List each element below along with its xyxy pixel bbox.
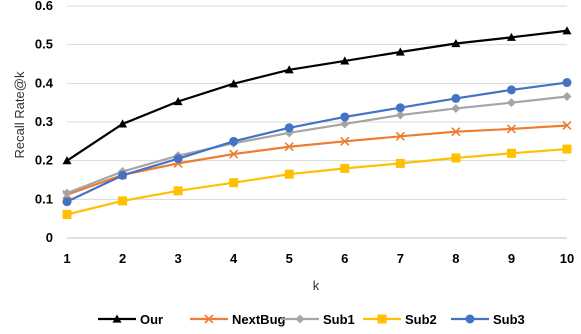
y-axis-title: Recall Rate@k: [12, 71, 27, 158]
data-point: [506, 124, 517, 134]
x-tick-label: 10: [560, 251, 574, 266]
series-line: [66, 29, 568, 162]
x-tick-label: 7: [397, 251, 404, 266]
data-point: [562, 78, 572, 88]
data-point: [62, 209, 72, 219]
x-tick-label: 9: [508, 251, 515, 266]
data-point: [340, 136, 350, 146]
data-point: [562, 120, 572, 131]
y-tick-label: 0.4: [35, 75, 54, 90]
legend: Our NextBug Sub1 Sub2 Sub3: [98, 312, 525, 327]
data-point: [229, 79, 239, 88]
x-tick-label: 4: [230, 251, 238, 266]
series-line: [66, 147, 568, 216]
data-point: [506, 85, 516, 95]
series-line: [66, 95, 568, 195]
data-point: [465, 314, 475, 324]
y-tick-labels: 0 0.1 0.2 0.3 0.4 0.5 0.6: [35, 0, 54, 245]
data-point: [451, 153, 461, 163]
legend-label: Our: [140, 312, 163, 327]
series-sub3: [62, 78, 572, 207]
data-point: [395, 103, 405, 113]
data-point: [118, 119, 128, 128]
data-point: [395, 131, 405, 141]
series-group: [62, 26, 572, 219]
data-point: [173, 154, 183, 164]
data-point: [229, 149, 239, 159]
data-point: [340, 119, 350, 129]
data-point: [204, 314, 214, 324]
data-point: [506, 32, 516, 41]
series-line: [66, 124, 568, 196]
data-point: [451, 103, 461, 113]
y-tick-label: 0.6: [35, 0, 53, 13]
data-point: [118, 170, 128, 180]
x-tick-label: 6: [341, 251, 348, 266]
legend-item-nextbug: NextBug: [190, 312, 286, 327]
legend-item-sub2: Sub2: [363, 312, 437, 327]
x-tick-label: 2: [119, 251, 126, 266]
data-point: [451, 93, 461, 103]
x-axis-title: k: [313, 278, 320, 293]
x-tick-label: 1: [63, 251, 70, 266]
data-point: [395, 158, 405, 168]
data-point: [506, 98, 516, 108]
data-point: [284, 142, 294, 152]
y-tick-label: 0.2: [35, 153, 53, 168]
legend-label: Sub3: [493, 312, 525, 327]
data-point: [284, 169, 294, 179]
x-tick-label: 8: [452, 251, 459, 266]
y-tick-label: 0: [46, 230, 53, 245]
data-point: [62, 156, 72, 165]
data-point: [340, 112, 350, 122]
x-tick-label: 5: [286, 251, 293, 266]
gridlines: [67, 5, 567, 239]
data-point: [284, 123, 294, 133]
data-point: [506, 148, 516, 158]
y-tick-label: 0.1: [35, 191, 53, 206]
data-point: [229, 136, 239, 146]
series-nextbug: [62, 120, 572, 200]
data-point: [340, 56, 350, 65]
legend-label: Sub1: [323, 312, 355, 327]
data-point: [395, 110, 405, 120]
legend-label: NextBug: [232, 312, 286, 327]
legend-item-sub1: Sub1: [281, 312, 355, 327]
series-our: [62, 26, 572, 165]
series-sub2: [62, 144, 572, 219]
data-point: [112, 314, 122, 323]
x-tick-label: 3: [174, 251, 181, 266]
data-point: [62, 188, 72, 198]
y-tick-label: 0.3: [35, 114, 53, 129]
legend-label: Sub2: [405, 312, 437, 327]
data-point: [340, 163, 350, 173]
data-point: [284, 65, 294, 74]
data-point: [395, 47, 405, 56]
data-point: [562, 144, 572, 154]
data-point: [295, 314, 305, 324]
data-point: [562, 91, 572, 101]
y-tick-label: 0.5: [35, 37, 53, 52]
data-point: [173, 97, 183, 106]
legend-item-sub3: Sub3: [451, 312, 525, 327]
series-line: [66, 81, 568, 203]
data-point: [562, 26, 572, 35]
data-point: [62, 197, 72, 207]
data-point: [118, 196, 128, 206]
legend-item-our: Our: [98, 312, 163, 327]
x-tick-labels: 1 2 3 4 5 6 7 8 9 10: [63, 251, 574, 266]
data-point: [377, 314, 387, 324]
data-point: [229, 178, 239, 188]
data-point: [451, 127, 461, 137]
data-point: [173, 186, 183, 196]
data-point: [451, 39, 461, 48]
series-sub1: [62, 91, 572, 198]
